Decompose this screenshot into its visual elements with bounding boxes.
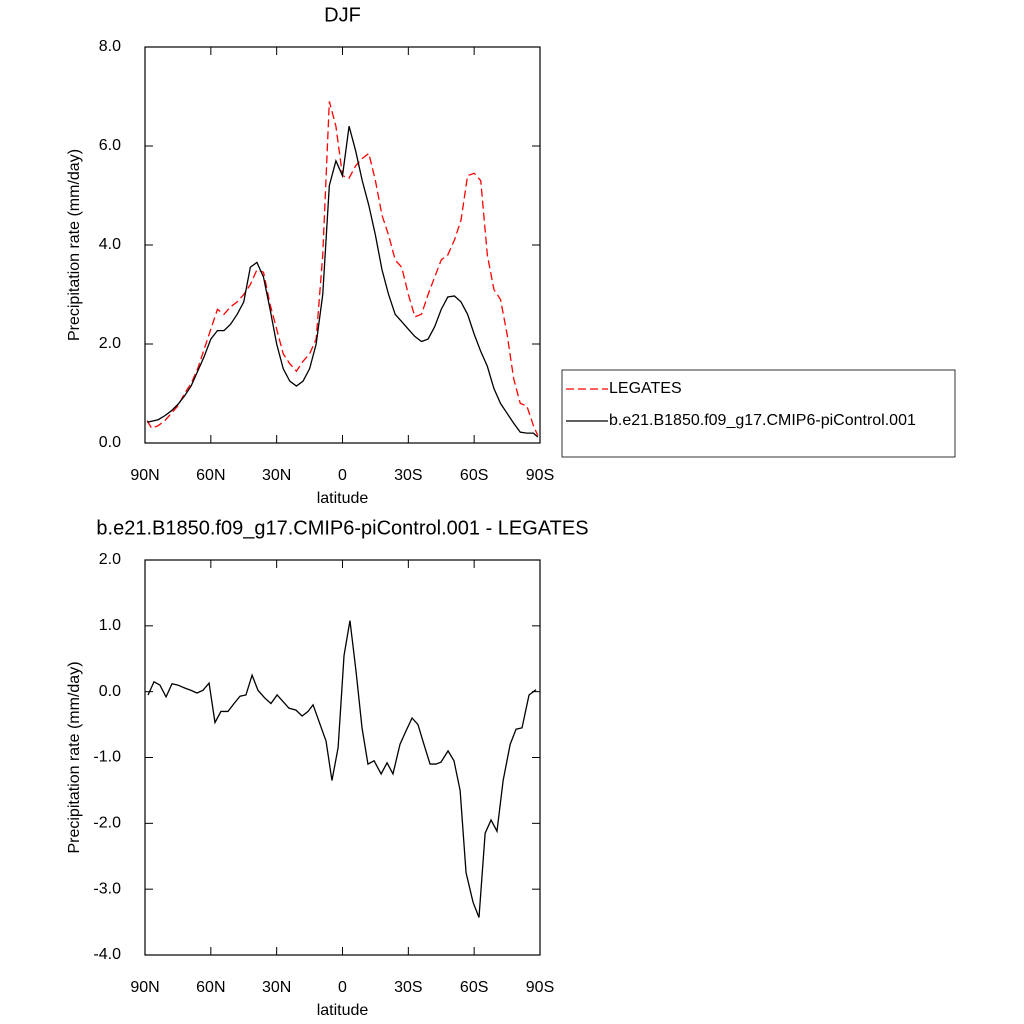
x-axis-label: latitude bbox=[317, 1002, 369, 1019]
y-tick-label: -3.0 bbox=[93, 880, 121, 897]
chart-title: b.e21.B1850.f09_g17.CMIP6-piControl.001 … bbox=[96, 517, 588, 539]
y-tick-label: -4.0 bbox=[93, 946, 121, 963]
data-line bbox=[147, 126, 539, 438]
x-tick-label: 30S bbox=[394, 467, 422, 484]
y-tick-label: 8.0 bbox=[99, 38, 121, 55]
y-tick-label: 6.0 bbox=[99, 137, 121, 154]
x-tick-label: 90N bbox=[130, 979, 159, 996]
legend-label: b.e21.B1850.f09_g17.CMIP6-piControl.001 bbox=[609, 412, 916, 429]
y-axis-label: Precipitation rate (mm/day) bbox=[66, 661, 83, 853]
x-tick-label: 30N bbox=[262, 979, 291, 996]
x-tick-label: 30S bbox=[394, 979, 422, 996]
y-tick-label: 4.0 bbox=[99, 236, 121, 253]
x-tick-label: 60S bbox=[460, 979, 488, 996]
x-tick-label: 0 bbox=[338, 467, 347, 484]
x-tick-label: 90S bbox=[526, 467, 554, 484]
x-tick-label: 60N bbox=[196, 467, 225, 484]
legend-label: LEGATES bbox=[609, 380, 682, 397]
x-axis-label: latitude bbox=[317, 490, 369, 507]
legend-box bbox=[561, 369, 956, 458]
chart-title: DJF bbox=[324, 4, 361, 26]
y-tick-label: 2.0 bbox=[99, 551, 121, 568]
y-axis-label: Precipitation rate (mm/day) bbox=[66, 149, 83, 341]
y-tick-label: 0.0 bbox=[99, 434, 121, 451]
x-tick-label: 0 bbox=[338, 979, 347, 996]
data-line bbox=[147, 620, 537, 918]
y-tick-label: 0.0 bbox=[99, 683, 121, 700]
x-tick-label: 60S bbox=[460, 467, 488, 484]
y-tick-label: -2.0 bbox=[93, 815, 121, 832]
y-tick-label: 1.0 bbox=[99, 617, 121, 634]
data-line bbox=[146, 101, 539, 436]
y-tick-label: -1.0 bbox=[93, 749, 121, 766]
y-tick-label: 2.0 bbox=[99, 335, 121, 352]
x-tick-label: 30N bbox=[262, 467, 291, 484]
x-tick-label: 90S bbox=[526, 979, 554, 996]
x-tick-label: 60N bbox=[196, 979, 225, 996]
plot-frame bbox=[144, 559, 541, 956]
x-tick-label: 90N bbox=[130, 467, 159, 484]
plot-frame bbox=[144, 46, 541, 444]
